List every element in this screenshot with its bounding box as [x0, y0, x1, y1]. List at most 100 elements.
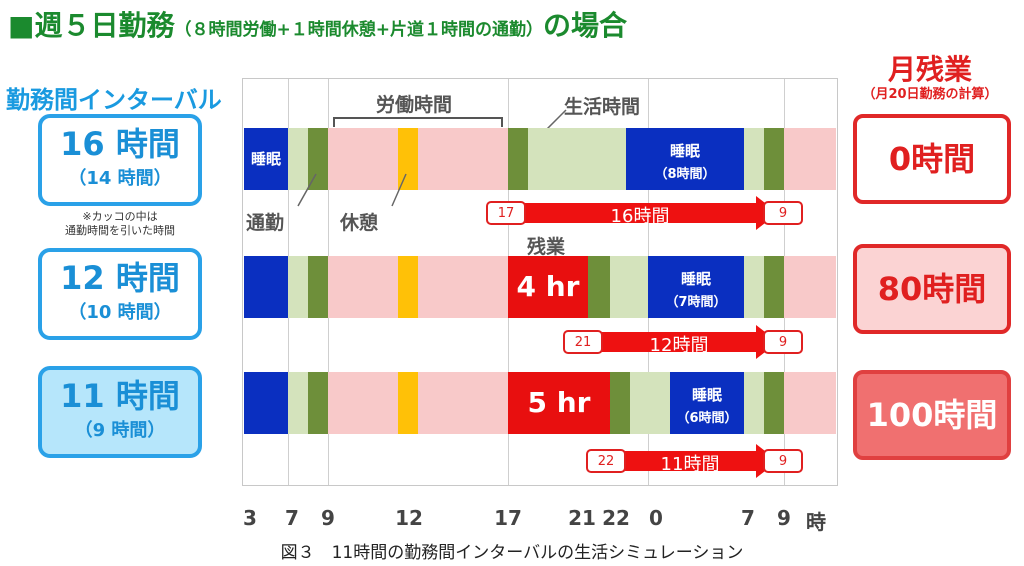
sleep-segment: 睡眠: [244, 128, 288, 190]
page-title: ■週５日勤務（８時間労働+１時間休憩+片道１時間の通勤）の場合: [8, 4, 627, 44]
overtime-box-100: 100時間: [853, 370, 1011, 460]
overtime-box-80: 80時間: [853, 244, 1011, 334]
commute-pointer: [297, 173, 317, 207]
life-segment: [744, 128, 764, 190]
commute-label: 通勤: [246, 212, 285, 234]
arrow-label: 16時間: [610, 206, 670, 227]
commute-segment: [508, 128, 528, 190]
title-tail: の場合: [542, 9, 627, 42]
interval-hours: 11 時間: [60, 377, 180, 415]
sleep-label: 睡眠: [680, 270, 711, 288]
work-time-label: 労働時間: [376, 94, 453, 116]
sleep-hours: （8時間）: [654, 167, 716, 182]
sleep-segment: 睡眠 （8時間）: [626, 128, 744, 190]
arrow-end-tag: 9: [763, 201, 803, 225]
commute-segment: [588, 256, 610, 318]
arrow-end-tag: 9: [763, 449, 803, 473]
work-segment: [784, 372, 836, 434]
interval-arrow: [620, 451, 760, 471]
life-segment: [610, 256, 648, 318]
break-segment: [398, 372, 418, 434]
sleep-label: 睡眠: [669, 142, 700, 160]
sleep-segment: [244, 256, 288, 318]
interval-note: ※カッコの中は 通勤時間を引いた時間: [40, 210, 200, 238]
interval-net-hours: （9 時間）: [74, 420, 166, 441]
tick-label: 9: [321, 506, 335, 530]
overtime-segment: 5 hr: [508, 372, 610, 434]
work-segment: [328, 128, 398, 190]
interval-arrow: [520, 203, 760, 223]
interval-box-16: 16 時間 （14 時間）: [38, 114, 202, 206]
tick-label: 7: [741, 506, 755, 530]
commute-segment: [308, 128, 328, 190]
work-segment: [328, 256, 398, 318]
commute-segment: [764, 128, 784, 190]
work-segment: [328, 372, 398, 434]
tick-label: 0: [649, 506, 663, 530]
commute-segment: [764, 372, 784, 434]
life-segment: [288, 256, 308, 318]
arrow-start-tag: 21: [563, 330, 603, 354]
commute-segment: [308, 256, 328, 318]
life-segment: [744, 372, 764, 434]
interval-header: 勤務間インターバル: [6, 86, 222, 114]
figure-caption: 図３ 11時間の勤務間インターバルの生活シミュレーション: [280, 543, 744, 563]
commute-segment: [764, 256, 784, 318]
sleep-hours: （6時間）: [676, 411, 738, 426]
tick-label: 21: [568, 506, 596, 530]
overtime-hours: 5 hr: [527, 386, 591, 419]
timeline-frame: [242, 78, 838, 486]
interval-hours: 12 時間: [60, 259, 180, 297]
tick-label: 17: [494, 506, 522, 530]
overtime-label: 残業: [527, 236, 566, 258]
title-main: ■週５日勤務: [8, 9, 175, 42]
sleep-label: 睡眠: [250, 150, 281, 168]
arrow-label: 12時間: [649, 335, 709, 356]
interval-box-11: 11 時間 （9 時間）: [38, 366, 202, 458]
tick-label: 12: [395, 506, 423, 530]
life-segment: [288, 128, 308, 190]
work-segment: [418, 372, 508, 434]
overtime-segment: 4 hr: [508, 256, 588, 318]
overtime-header: 月残業 （月20日勤務の計算）: [850, 54, 1010, 104]
life-segment: [288, 372, 308, 434]
tick-label: 22: [602, 506, 630, 530]
tick-label: 7: [285, 506, 299, 530]
title-sub: （８時間労働+１時間休憩+片道１時間の通勤）: [174, 20, 543, 40]
note-text: ※カッコの中は 通勤時間を引いた時間: [65, 210, 175, 237]
arrow-start-tag: 17: [486, 201, 526, 225]
arrow-start-tag: 22: [586, 449, 626, 473]
overtime-subtitle: （月20日勤務の計算）: [862, 87, 998, 102]
interval-arrow: [598, 332, 760, 352]
overtime-title: 月残業: [887, 53, 972, 86]
sleep-segment: [244, 372, 288, 434]
commute-segment: [308, 372, 328, 434]
arrow-label: 11時間: [660, 454, 720, 475]
life-time-label: 生活時間: [564, 96, 641, 118]
work-time-brace: [333, 117, 503, 127]
life-segment: [630, 372, 670, 434]
interval-box-12: 12 時間 （10 時間）: [38, 248, 202, 340]
sleep-label: 睡眠: [691, 386, 722, 404]
tick-label: 9: [777, 506, 791, 530]
work-segment: [418, 128, 508, 190]
tick-unit: 時: [806, 510, 826, 534]
interval-net-hours: （10 時間）: [68, 302, 172, 323]
overtime-box-0: 0時間: [853, 114, 1011, 204]
break-pointer: [391, 173, 407, 207]
commute-segment: [610, 372, 630, 434]
overtime-hours: 4 hr: [516, 270, 580, 303]
break-label: 休憩: [340, 212, 379, 234]
sleep-segment: 睡眠 （7時間）: [648, 256, 744, 318]
sleep-segment: 睡眠 （6時間）: [670, 372, 744, 434]
tick-label: 3: [243, 506, 257, 530]
interval-hours: 16 時間: [60, 125, 180, 163]
life-segment: [744, 256, 764, 318]
work-segment: [784, 128, 836, 190]
break-segment: [398, 256, 418, 318]
sleep-hours: （7時間）: [665, 295, 727, 310]
work-segment: [784, 256, 836, 318]
work-segment: [418, 256, 508, 318]
break-segment: [398, 128, 418, 190]
life-segment: [528, 128, 626, 190]
